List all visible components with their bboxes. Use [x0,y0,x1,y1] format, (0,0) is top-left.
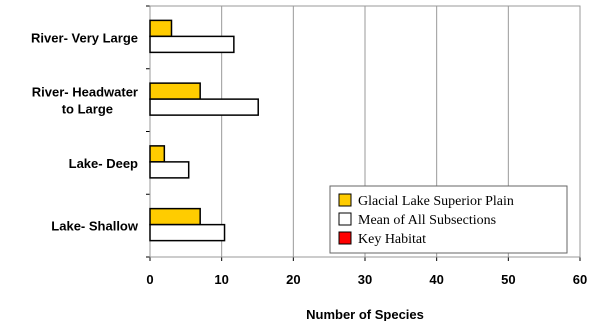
x-tick-label: 0 [146,272,153,287]
bar-glacial [150,209,200,225]
bar-mean [150,162,189,178]
bar-mean [150,99,258,115]
bar-mean [150,36,234,52]
x-tick-label: 40 [429,272,443,287]
x-tick-label: 60 [573,272,587,287]
category-label: Lake- Deep [69,156,138,171]
bar-glacial [150,83,200,99]
x-tick-label: 50 [501,272,515,287]
legend-label-key-habitat: Key Habitat [358,232,426,247]
bar-glacial [150,146,164,162]
legend-label-mean: Mean of All Subsections [358,213,496,228]
x-tick-label: 10 [214,272,228,287]
x-tick-label: 30 [358,272,372,287]
legend-label-glacial: Glacial Lake Superior Plain [358,194,514,209]
bar-mean [150,225,225,241]
legend-swatch-glacial [339,194,351,206]
bars [150,20,258,240]
legend-swatch-key-habitat [339,232,351,244]
legend: Glacial Lake Superior Plain Mean of All … [330,186,567,253]
legend-swatch-mean [339,213,351,225]
x-tick-labels: 0 10 20 30 40 50 60 [146,272,587,287]
category-labels: River- Very Large River- Headwater to Larg… [31,30,139,233]
category-label: River- Very Large [31,30,138,45]
bar-glacial [150,20,172,36]
x-tick-label: 20 [286,272,300,287]
category-label: River- Headwater to Large [32,85,138,117]
category-label: Lake- Shallow [51,219,139,234]
x-axis-title: Number of Species [306,307,424,321]
